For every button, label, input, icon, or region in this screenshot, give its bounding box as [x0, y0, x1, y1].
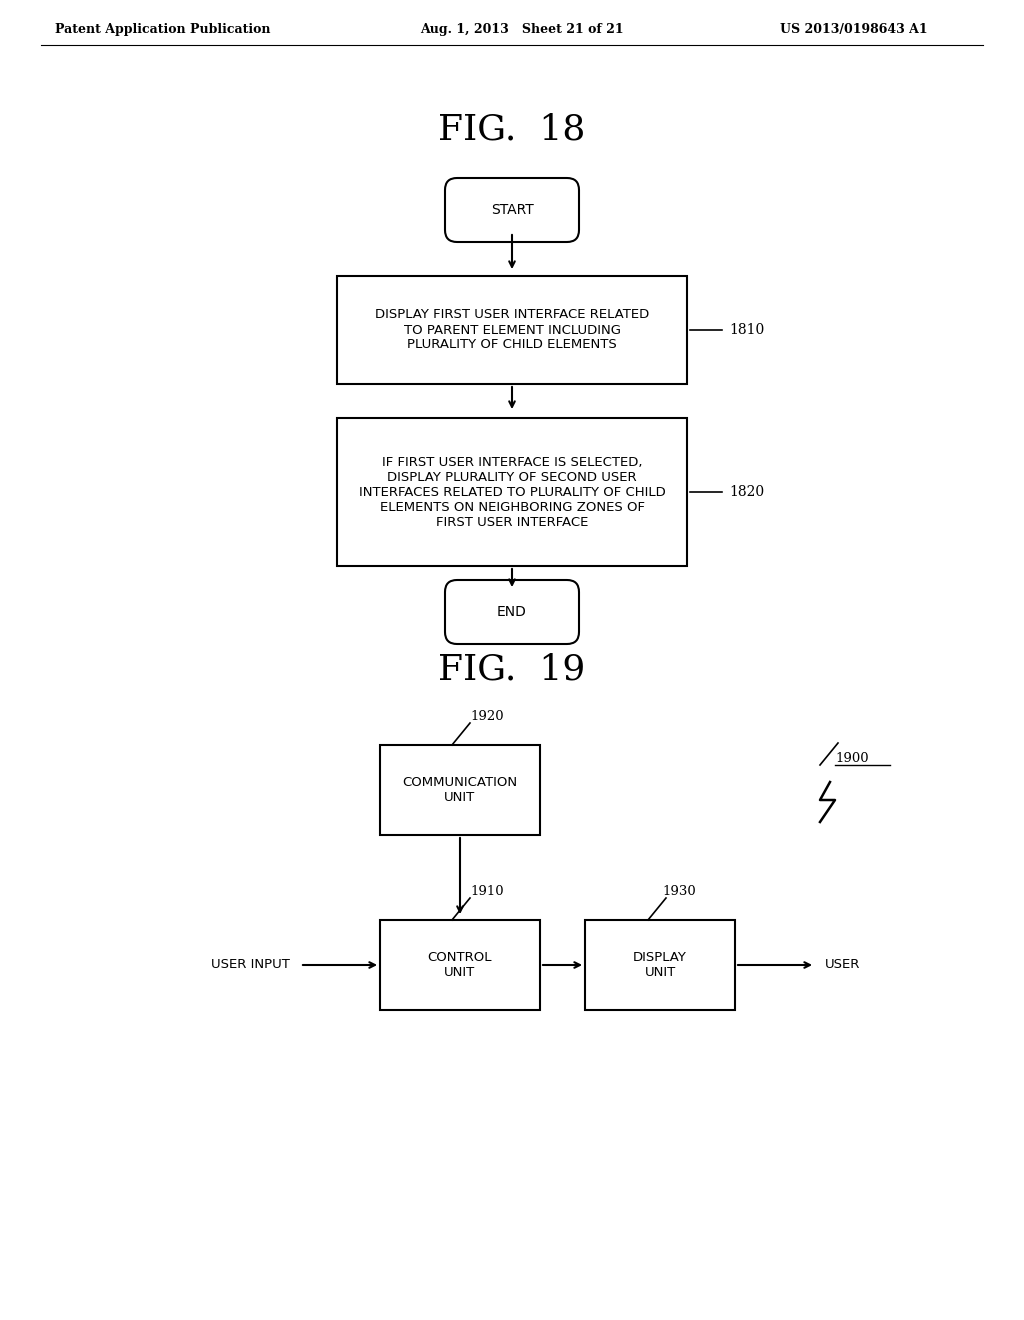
FancyBboxPatch shape: [445, 579, 579, 644]
Text: FIG.  18: FIG. 18: [438, 114, 586, 147]
Text: Patent Application Publication: Patent Application Publication: [55, 24, 270, 37]
Text: IF FIRST USER INTERFACE IS SELECTED,
DISPLAY PLURALITY OF SECOND USER
INTERFACES: IF FIRST USER INTERFACE IS SELECTED, DIS…: [358, 455, 666, 528]
Text: Aug. 1, 2013   Sheet 21 of 21: Aug. 1, 2013 Sheet 21 of 21: [420, 24, 624, 37]
Text: 1920: 1920: [470, 710, 504, 723]
Text: COMMUNICATION
UNIT: COMMUNICATION UNIT: [402, 776, 517, 804]
Text: FIG.  19: FIG. 19: [438, 653, 586, 686]
Text: USER: USER: [825, 958, 860, 972]
FancyBboxPatch shape: [445, 178, 579, 242]
FancyBboxPatch shape: [380, 920, 540, 1010]
Text: DISPLAY FIRST USER INTERFACE RELATED
TO PARENT ELEMENT INCLUDING
PLURALITY OF CH: DISPLAY FIRST USER INTERFACE RELATED TO …: [375, 309, 649, 351]
FancyBboxPatch shape: [585, 920, 735, 1010]
Text: 1820: 1820: [729, 484, 764, 499]
FancyBboxPatch shape: [337, 418, 687, 566]
Text: START: START: [490, 203, 534, 216]
Text: 1910: 1910: [470, 884, 504, 898]
Text: CONTROL
UNIT: CONTROL UNIT: [428, 950, 493, 979]
Text: 1810: 1810: [729, 323, 764, 337]
Text: DISPLAY
UNIT: DISPLAY UNIT: [633, 950, 687, 979]
Text: 1900: 1900: [835, 752, 868, 766]
FancyBboxPatch shape: [337, 276, 687, 384]
FancyBboxPatch shape: [380, 744, 540, 836]
Text: US 2013/0198643 A1: US 2013/0198643 A1: [780, 24, 928, 37]
Text: USER INPUT: USER INPUT: [211, 958, 290, 972]
Text: END: END: [497, 605, 527, 619]
Text: 1930: 1930: [662, 884, 695, 898]
